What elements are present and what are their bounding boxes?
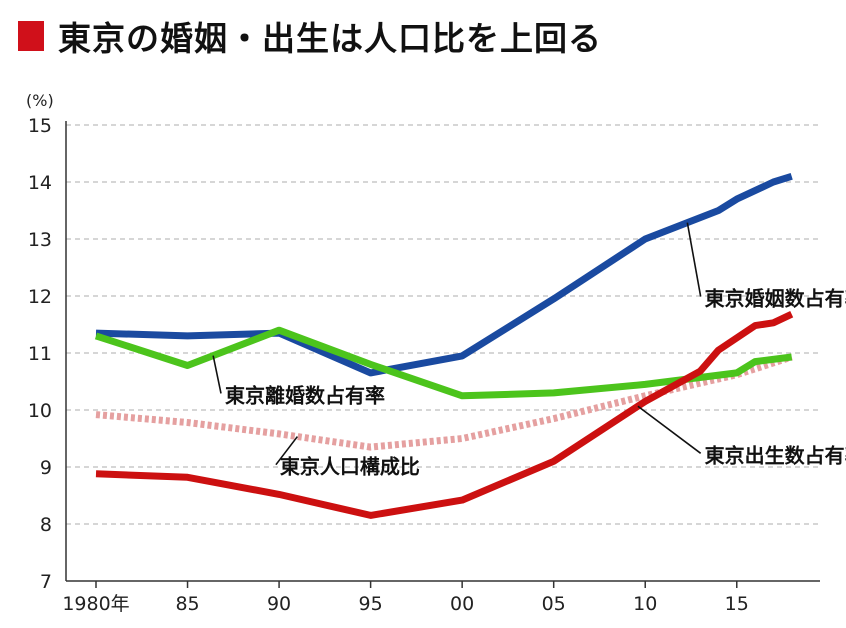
x-tick-label: 1980年 — [62, 593, 129, 615]
annotation-leader-line — [637, 405, 702, 454]
y-tick-label: 11 — [28, 343, 52, 365]
y-unit-label: (%) — [26, 91, 54, 110]
series-label-0: 東京婚姻数占有率 — [705, 287, 846, 311]
series-line-2 — [95, 353, 793, 451]
series-label-2: 東京人口構成比 — [280, 455, 420, 479]
y-tick-label: 15 — [28, 115, 52, 137]
annotation-leader-line — [686, 222, 702, 297]
series-line-0 — [95, 172, 793, 377]
x-tick-label: 00 — [450, 593, 474, 615]
annotation-leader-line — [275, 436, 299, 466]
x-tick-label: 95 — [359, 593, 383, 615]
title-square-icon — [18, 21, 44, 51]
x-tick-label: 90 — [267, 593, 291, 615]
series-line-1 — [94, 326, 793, 400]
y-tick-label: 9 — [40, 457, 52, 479]
y-tick-label: 7 — [40, 571, 52, 593]
series-label-1: 東京離婚数占有率 — [225, 383, 385, 407]
series-label-3: 東京出生数占有率 — [705, 443, 846, 467]
y-tick-label: 10 — [28, 400, 52, 422]
x-tick-label: 15 — [725, 593, 749, 615]
y-tick-label: 12 — [28, 286, 52, 308]
annotation-leader-line — [212, 355, 222, 394]
y-tick-label: 8 — [40, 514, 52, 536]
y-tick-label: 13 — [28, 229, 52, 251]
x-tick-label: 05 — [542, 593, 566, 615]
series-line-3 — [95, 311, 794, 519]
x-tick-label: 10 — [633, 593, 657, 615]
title-row: 東京の婚姻・出生は人口比を上回る — [18, 12, 602, 60]
chart-title: 東京の婚姻・出生は人口比を上回る — [58, 19, 602, 58]
y-tick-label: 14 — [28, 172, 52, 194]
x-tick-label: 85 — [175, 593, 199, 615]
